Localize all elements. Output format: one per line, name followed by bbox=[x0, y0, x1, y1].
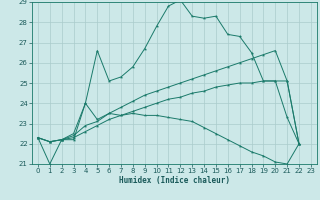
X-axis label: Humidex (Indice chaleur): Humidex (Indice chaleur) bbox=[119, 176, 230, 185]
